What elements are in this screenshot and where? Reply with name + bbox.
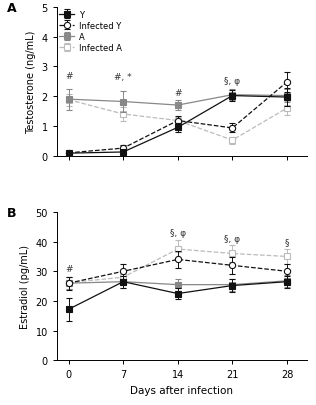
Text: §, φ: §, φ — [170, 228, 186, 238]
Y-axis label: Testosterone (ng/mL): Testosterone (ng/mL) — [26, 30, 36, 134]
X-axis label: Days after infection: Days after infection — [130, 385, 233, 395]
Text: B: B — [7, 207, 16, 220]
Legend: Y, Infected Y, A, Infected A: Y, Infected Y, A, Infected A — [58, 10, 122, 53]
Text: §: § — [285, 237, 289, 247]
Text: #: # — [174, 89, 182, 98]
Text: #: # — [65, 264, 72, 273]
Y-axis label: Estradiol (pg/mL): Estradiol (pg/mL) — [20, 245, 30, 328]
Text: #, *: #, * — [114, 73, 132, 82]
Text: A: A — [7, 2, 16, 15]
Text: §, φ: §, φ — [224, 77, 240, 86]
Text: #: # — [65, 72, 72, 81]
Text: §, φ: §, φ — [224, 234, 240, 243]
